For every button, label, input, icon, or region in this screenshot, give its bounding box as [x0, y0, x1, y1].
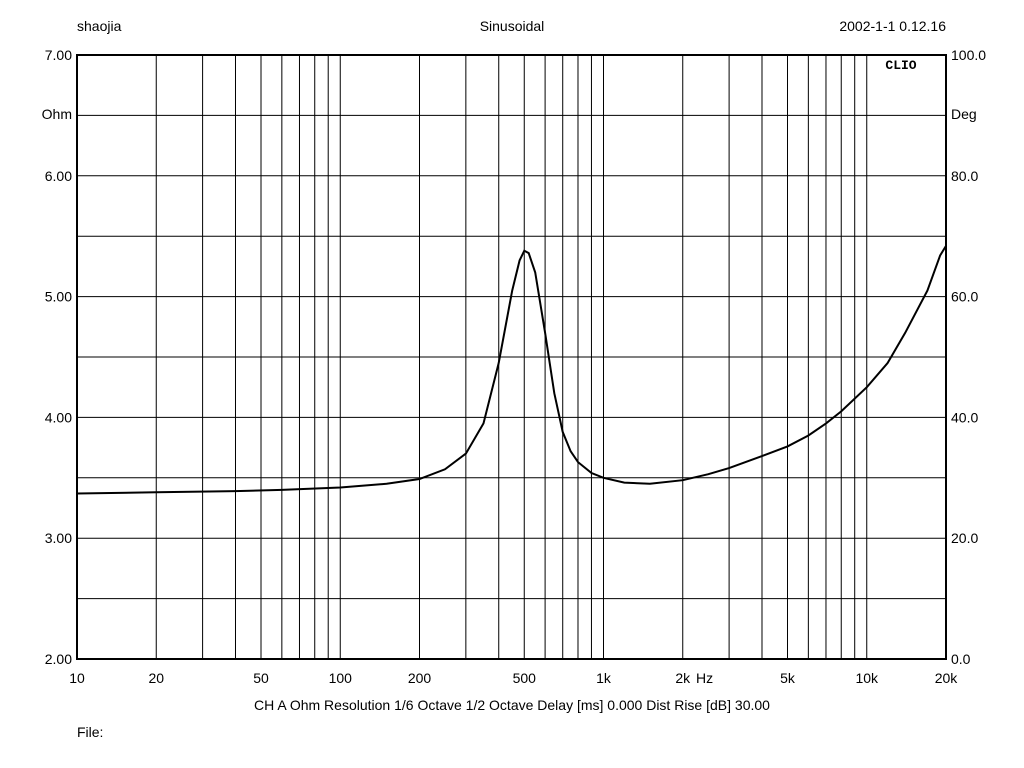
measurement-settings: CH A Ohm Resolution 1/6 Octave 1/2 Octav… — [254, 697, 770, 713]
x-axis-unit-label: Hz — [696, 670, 713, 686]
y2-tick-label: 20.0 — [951, 530, 978, 546]
series-impedance-line — [76, 245, 947, 495]
x-tick-label: 1k — [596, 670, 612, 686]
y2-tick-label: 80.0 — [951, 168, 978, 184]
y-axis-label: Ohm — [42, 106, 72, 122]
x-tick-label: 500 — [513, 670, 537, 686]
y2-tick-label: 0.0 — [951, 651, 971, 667]
x-tick-label: 10k — [855, 670, 879, 686]
y2-tick-label: 100.0 — [951, 47, 986, 63]
x-tick-label: 5k — [780, 670, 796, 686]
chart-tick-labels: 10 20 50 100 200 500 1k 2k 5k 10k 20k 2.00 3.00 4.00 5… — [45, 47, 986, 686]
chart-axes — [76, 54, 947, 660]
y-tick-label: 6.00 — [45, 168, 72, 184]
header-user: shaojia — [77, 18, 122, 34]
chart-grid — [77, 55, 946, 659]
header-timestamp: 2002-1-1 0.12.16 — [839, 18, 946, 34]
plot-frame — [76, 54, 947, 660]
header-title: Sinusoidal — [479, 18, 545, 34]
y-tick-label: 5.00 — [45, 289, 72, 305]
y2-axis-label: Deg — [951, 106, 977, 122]
y2-tick-label: 60.0 — [951, 289, 978, 305]
clio-brand-logo: CLIO — [885, 58, 916, 73]
x-tick-label: 20 — [148, 670, 164, 686]
x-tick-label: 2k — [675, 670, 691, 686]
x-tick-label: 10 — [69, 670, 85, 686]
y-tick-label: 4.00 — [45, 409, 72, 425]
y-tick-label: 3.00 — [45, 530, 72, 546]
x-tick-label: 50 — [253, 670, 269, 686]
y-tick-label: 2.00 — [45, 651, 72, 667]
x-tick-label: 20k — [935, 670, 959, 686]
y2-tick-label: 40.0 — [951, 409, 978, 425]
x-tick-label: 100 — [329, 670, 353, 686]
x-tick-label: 200 — [408, 670, 432, 686]
file-label: File: — [77, 724, 104, 740]
y-tick-label: 7.00 — [45, 47, 72, 63]
